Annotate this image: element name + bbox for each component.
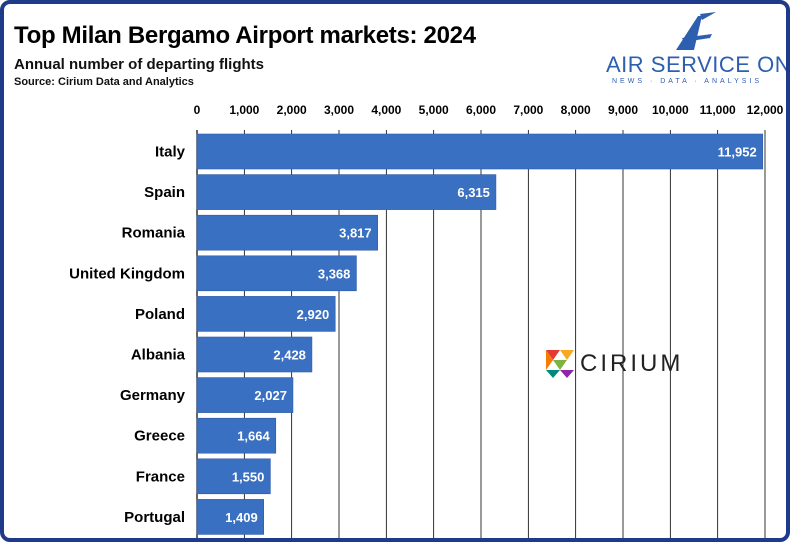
bar-greece — [196, 417, 277, 454]
value-label-italy: 11,952 — [718, 145, 757, 160]
chart-subtitle: Annual number of departing flights — [14, 56, 264, 73]
value-label-spain: 6,315 — [457, 185, 490, 200]
category-label-germany: Germany — [120, 387, 186, 404]
x-tick-label-4: 4,000 — [371, 103, 401, 117]
air-service-one-wordmark: AIR SERVICE ONE — [606, 52, 790, 77]
category-label-portugal: Portugal — [124, 509, 185, 526]
bar-portugal — [196, 499, 264, 535]
bar-chart: 0 1,000 2,000 3,000 4,000 5,000 6,000 7,000 8,00… — [69, 103, 784, 538]
bar-romania — [196, 214, 378, 251]
x-tick-label-3: 3,000 — [324, 103, 354, 117]
value-label-greece: 1,664 — [237, 429, 270, 444]
category-label-romania: Romania — [122, 225, 186, 242]
air-service-one-logo: AIR SERVICE ONE NEWS · DATA · ANALYSIS — [600, 12, 786, 87]
air-service-one-tagline: NEWS · DATA · ANALYSIS — [612, 78, 763, 85]
value-label-albania: 2,428 — [273, 348, 306, 363]
x-tick-label-1: 1,000 — [229, 103, 259, 117]
category-label-poland: Poland — [135, 306, 185, 323]
x-tick-label-0: 0 — [194, 103, 201, 117]
x-tick-label-12: 12,000 — [747, 103, 784, 117]
bar-france — [196, 458, 271, 495]
bar-albania — [196, 336, 313, 373]
bar-germany — [196, 377, 294, 413]
cirium-mark-icon — [546, 350, 574, 378]
value-label-romania: 3,817 — [339, 226, 372, 241]
value-label-united-kingdom: 3,368 — [318, 266, 351, 281]
category-label-france: France — [136, 468, 185, 485]
bar-spain — [196, 174, 497, 210]
chart-source: Source: Cirium Data and Analytics — [14, 76, 194, 88]
value-label-france: 1,550 — [232, 469, 265, 484]
category-label-italy: Italy — [155, 144, 186, 161]
x-tick-label-6: 6,000 — [466, 103, 496, 117]
cirium-wordmark: CIRIUM — [580, 350, 684, 377]
x-tick-label-9: 9,000 — [608, 103, 638, 117]
category-label-spain: Spain — [144, 184, 185, 201]
bar-poland — [196, 296, 336, 332]
value-label-germany: 2,027 — [254, 388, 287, 403]
category-label-greece: Greece — [134, 428, 185, 445]
chart-title: Top Milan Bergamo Airport markets: 2024 — [14, 22, 476, 49]
x-tick-label-10: 10,000 — [652, 103, 689, 117]
x-tick-label-11: 11,000 — [700, 103, 736, 117]
x-tick-label-7: 7,000 — [513, 103, 543, 117]
category-label-albania: Albania — [131, 347, 186, 364]
airplane-a-icon — [676, 12, 716, 50]
value-label-poland: 2,920 — [297, 307, 330, 322]
x-tick-label-2: 2,000 — [277, 103, 307, 117]
bar-italy — [196, 133, 764, 170]
x-tick-label-8: 8,000 — [561, 103, 591, 117]
cirium-logo: CIRIUM — [544, 344, 684, 384]
x-tick-label-5: 5,000 — [419, 103, 449, 117]
value-label-portugal: 1,409 — [225, 510, 258, 525]
bar-united-kingdom — [196, 255, 357, 292]
category-label-united-kingdom: United Kingdom — [69, 265, 185, 282]
